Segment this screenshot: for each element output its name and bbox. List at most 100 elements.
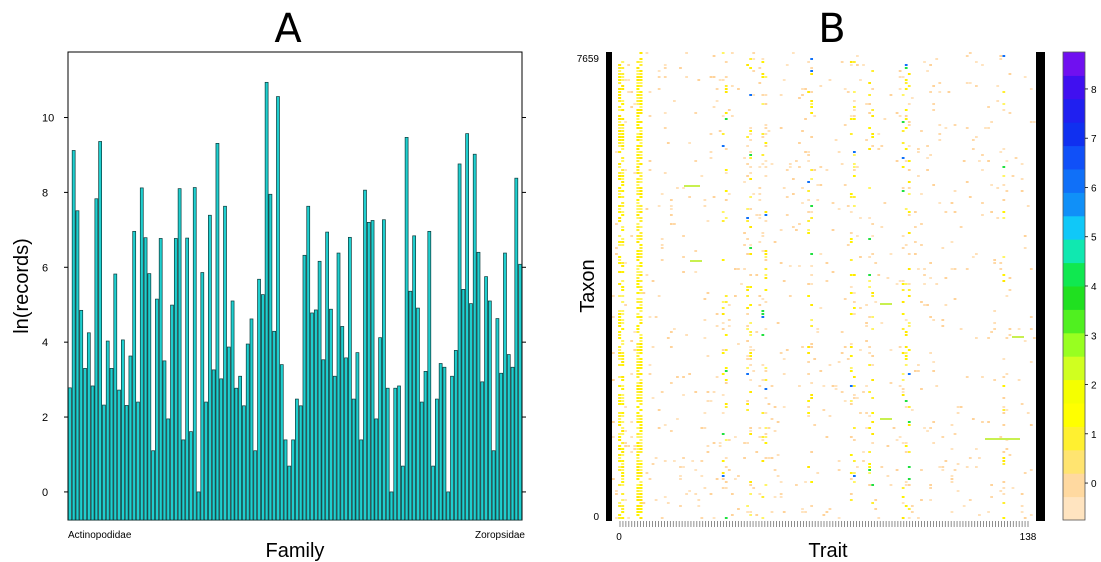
heatmap-cell: [807, 466, 810, 468]
heatmap-cell: [633, 349, 637, 351]
heatmap-cell: [1002, 451, 1006, 453]
heatmap-cell: [752, 349, 756, 351]
heatmap-cell: [618, 349, 622, 351]
heatmap-cell: [920, 193, 923, 195]
heatmap-cell: [618, 172, 622, 174]
heatmap-cell: [639, 127, 643, 129]
heatmap-cell: [904, 331, 908, 333]
heatmap-cell: [639, 352, 643, 354]
heatmap-cell: [618, 139, 622, 141]
heatmap-cell: [648, 169, 652, 171]
heatmap-cell: [746, 253, 749, 255]
heatmap-cell: [612, 421, 615, 423]
heatmap-cell: [636, 388, 640, 390]
heatmap-cell: [810, 169, 814, 171]
heatmap-cell: [782, 406, 786, 408]
heatmap-cell: [917, 175, 920, 177]
colorbar-swatch: [1063, 473, 1085, 498]
heatmap-cell: [621, 169, 625, 171]
heatmap-cell: [907, 268, 911, 270]
heatmap-cell: [749, 334, 753, 336]
heatmap-cell: [898, 385, 902, 387]
heatmap-cell: [898, 346, 902, 348]
heatmap-cell: [761, 58, 765, 60]
heatmap-cell: [724, 118, 728, 120]
heatmap-cell: [636, 82, 640, 84]
heatmap-cell: [965, 82, 969, 84]
heatmap-cell: [688, 373, 692, 375]
bar: [438, 363, 443, 521]
heatmap-cell: [636, 187, 640, 189]
heatmap-cell: [761, 517, 765, 519]
heatmap-cell: [913, 253, 917, 255]
heatmap-cell: [810, 346, 814, 348]
heatmap-cell: [852, 475, 856, 477]
heatmap-cell: [639, 190, 643, 192]
heatmap-cell: [956, 412, 960, 414]
heatmap-cell: [639, 493, 643, 495]
heatmap-cell: [639, 205, 643, 207]
heatmap-cell: [746, 340, 749, 342]
heatmap-cell: [633, 172, 637, 174]
heatmap-cell: [999, 490, 1003, 492]
heatmap-cell: [834, 139, 838, 141]
heatmap-cell: [752, 193, 756, 195]
heatmap-cell: [849, 385, 853, 387]
heatmap-cell: [846, 91, 850, 93]
heatmap-cell: [618, 283, 622, 285]
heatmap-cell: [987, 511, 990, 513]
heatmap-cell: [721, 328, 725, 330]
heatmap-cell: [807, 295, 810, 297]
bar: [128, 355, 133, 521]
heatmap-cell: [618, 136, 622, 138]
heatmap-cell: [636, 394, 640, 396]
bar: [476, 251, 481, 521]
heatmap-cell: [904, 352, 908, 354]
bar: [484, 276, 488, 521]
bar: [211, 369, 216, 521]
heatmap-cell: [862, 64, 865, 66]
heatmap-cell: [971, 256, 975, 258]
bar: [363, 189, 367, 521]
heatmap-cell: [618, 439, 622, 441]
heatmap-cell: [639, 238, 643, 240]
heatmap-cell: [669, 346, 673, 348]
heatmap-cell: [974, 337, 978, 339]
heatmap-cell: [694, 160, 698, 162]
heatmap-cell: [685, 334, 688, 336]
heatmap-cell: [621, 508, 625, 510]
bar: [317, 260, 322, 521]
heatmap-cell: [886, 277, 890, 279]
heatmap-cell: [810, 394, 814, 396]
heatmap-cell: [868, 94, 871, 96]
colorbar-swatch: [1063, 449, 1085, 474]
heatmap-cell: [895, 160, 899, 162]
heatmap-cell: [758, 166, 762, 168]
bar: [419, 401, 424, 521]
bar: [344, 357, 348, 521]
heatmap-cell: [868, 238, 871, 240]
heatmap-cell: [724, 190, 728, 192]
heatmap-cell: [639, 226, 643, 228]
heatmap-cell: [749, 226, 753, 228]
heatmap-cell: [846, 244, 850, 246]
heatmap-cell: [910, 505, 914, 507]
heatmap-cell: [642, 502, 646, 504]
heatmap-cell: [621, 214, 625, 216]
heatmap-cell: [639, 394, 643, 396]
heatmap-cell: [627, 445, 630, 447]
heatmap-cell: [724, 439, 728, 441]
heatmap-cell: [663, 64, 667, 66]
heatmap-cell: [700, 517, 704, 519]
heatmap-cell: [764, 268, 768, 270]
heatmap-cell: [816, 328, 820, 330]
heatmap-cell: [807, 415, 810, 417]
heatmap-cell: [636, 85, 640, 87]
heatmap-cell: [721, 301, 725, 303]
heatmap-cell: [636, 160, 640, 162]
heatmap-cell: [1029, 514, 1033, 516]
heatmap-cell: [974, 136, 978, 138]
heatmap-cell: [694, 469, 698, 471]
heatmap-cell: [636, 250, 640, 252]
heatmap-cell: [898, 115, 902, 117]
